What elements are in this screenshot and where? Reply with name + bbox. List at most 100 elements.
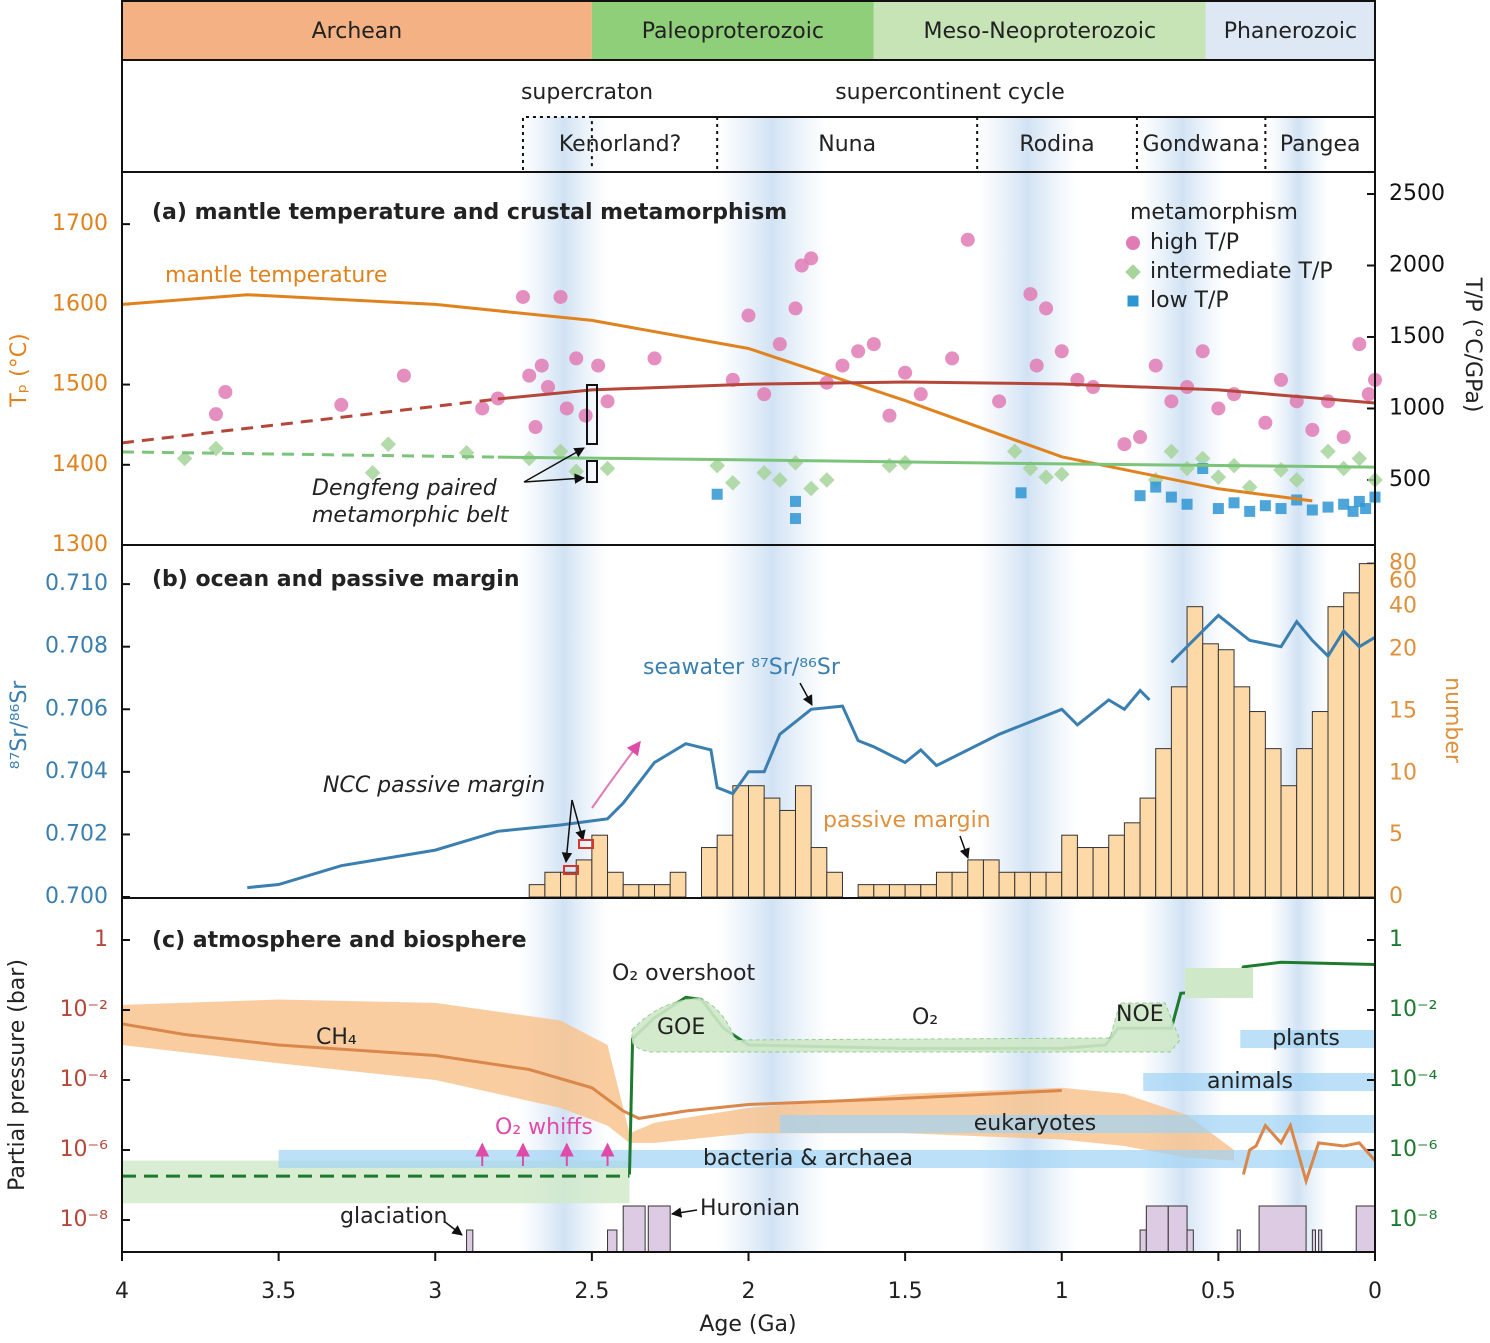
y2-tick-label: 10⁻⁴ — [1389, 1067, 1438, 1092]
annotation: NCC passive margin — [323, 773, 545, 798]
gas-line — [121, 1022, 1377, 1187]
histogram-bar — [1045, 871, 1063, 898]
point — [1275, 503, 1287, 515]
histogram-bar — [1311, 711, 1329, 898]
histogram-bar — [967, 859, 984, 898]
line-label: seawater ⁸⁷Sr/⁸⁶Sr — [643, 655, 841, 680]
histogram-bar — [716, 834, 734, 898]
histogram-bar — [920, 884, 937, 898]
histogram-bar — [888, 884, 906, 898]
point — [1053, 466, 1070, 483]
y-tick-label: 1300 — [52, 532, 108, 557]
histogram-bar — [654, 884, 671, 898]
glaciation — [647, 1205, 671, 1253]
point — [789, 513, 801, 525]
y2-tick-label: 1 — [1389, 927, 1403, 952]
arrow — [799, 682, 813, 706]
line-label: mantle temperature — [165, 263, 387, 288]
point — [1029, 358, 1044, 373]
y-axis-title: Tₚ (°C) — [7, 333, 32, 407]
era-label: Meso-Neoproterozoic — [924, 19, 1157, 44]
y2-tick-label: 10⁻⁸ — [1389, 1207, 1438, 1232]
histogram-bar — [622, 884, 640, 898]
o2-range — [1185, 968, 1253, 998]
annotation: O₂ overshoot — [612, 961, 756, 986]
arrow — [523, 473, 586, 484]
point — [866, 337, 881, 352]
static-annotations: (a) mantle temperature and crustal metam… — [5, 200, 1485, 1337]
point — [1320, 443, 1336, 460]
histogram-bar — [857, 884, 875, 898]
y2-axis-title: number — [1440, 677, 1465, 764]
point — [913, 387, 928, 402]
x-tick-label: 2 — [742, 1279, 756, 1304]
supercontinent-label: Pangea — [1280, 132, 1361, 157]
histogram-bar — [1061, 834, 1078, 898]
histogram-bar — [1249, 711, 1266, 898]
x-axis-title: Age (Ga) — [699, 1312, 796, 1337]
histogram-bar — [1155, 748, 1172, 898]
era — [122, 1, 592, 60]
era — [1205, 1, 1375, 60]
y2-tick-label: 15 — [1389, 699, 1417, 724]
annotation: O₂ whiffs — [495, 1115, 593, 1140]
arrow — [444, 1221, 463, 1236]
point — [882, 408, 897, 423]
y-tick-label: 1400 — [52, 452, 108, 477]
arrow — [591, 740, 641, 809]
supercraton-box — [521, 116, 593, 170]
point — [945, 351, 960, 366]
point — [741, 308, 756, 323]
point — [553, 289, 568, 304]
sr-line — [247, 613, 1376, 890]
arrow — [571, 799, 586, 842]
y-tick-label: 10⁻⁴ — [60, 1067, 109, 1092]
x-tick-label: 1.5 — [888, 1279, 923, 1304]
row-label: supercraton — [521, 80, 653, 105]
histogram-bar — [794, 785, 812, 898]
point — [1227, 387, 1242, 402]
glaciation — [1355, 1205, 1376, 1253]
x-tick-label: 0 — [1368, 1279, 1382, 1304]
point — [1117, 437, 1132, 452]
y-tick-label: 10⁻² — [60, 997, 108, 1022]
histogram-bar — [1296, 748, 1313, 898]
histogram-bar — [1170, 686, 1188, 898]
point — [1150, 481, 1162, 493]
point — [1023, 287, 1038, 302]
y-axis-title: Partial pressure (bar) — [5, 959, 30, 1191]
o2-range — [631, 997, 1181, 1053]
histogram-bar — [732, 785, 750, 898]
legend-label: high T/P — [1150, 230, 1239, 255]
histogram-bar — [591, 834, 609, 898]
histogram-bar — [826, 871, 843, 898]
histogram-bar — [638, 884, 656, 898]
point — [380, 436, 397, 452]
point — [789, 495, 801, 507]
histogram-bar — [763, 797, 781, 898]
glaciation — [1167, 1205, 1188, 1253]
range-band — [122, 1160, 630, 1204]
x-tick-label: 3.5 — [261, 1279, 296, 1304]
y-tick-label: 1 — [94, 927, 108, 952]
histogram-bar — [1280, 785, 1298, 898]
legend-label: intermediate T/P — [1150, 259, 1333, 284]
histogram-bar — [1358, 563, 1376, 898]
point — [788, 301, 803, 316]
histogram-label: passive margin — [823, 808, 991, 833]
era-label: Paleoproterozoic — [642, 19, 824, 44]
ncc-box — [563, 865, 579, 875]
histogram-bar — [1202, 643, 1219, 898]
histogram-bar — [1076, 847, 1094, 898]
histogram-bar — [1108, 834, 1125, 898]
legend-marker — [1125, 264, 1141, 280]
y-tick-label: 10⁻⁸ — [60, 1207, 109, 1232]
y2-tick-label: 60 — [1389, 569, 1417, 594]
y-tick-label: 0.706 — [45, 696, 108, 721]
point — [1148, 358, 1163, 373]
point — [1288, 472, 1305, 488]
y2-tick-label: 10⁻⁶ — [1389, 1137, 1438, 1162]
annotation: glaciation — [340, 1204, 447, 1229]
glaciation — [607, 1229, 618, 1253]
